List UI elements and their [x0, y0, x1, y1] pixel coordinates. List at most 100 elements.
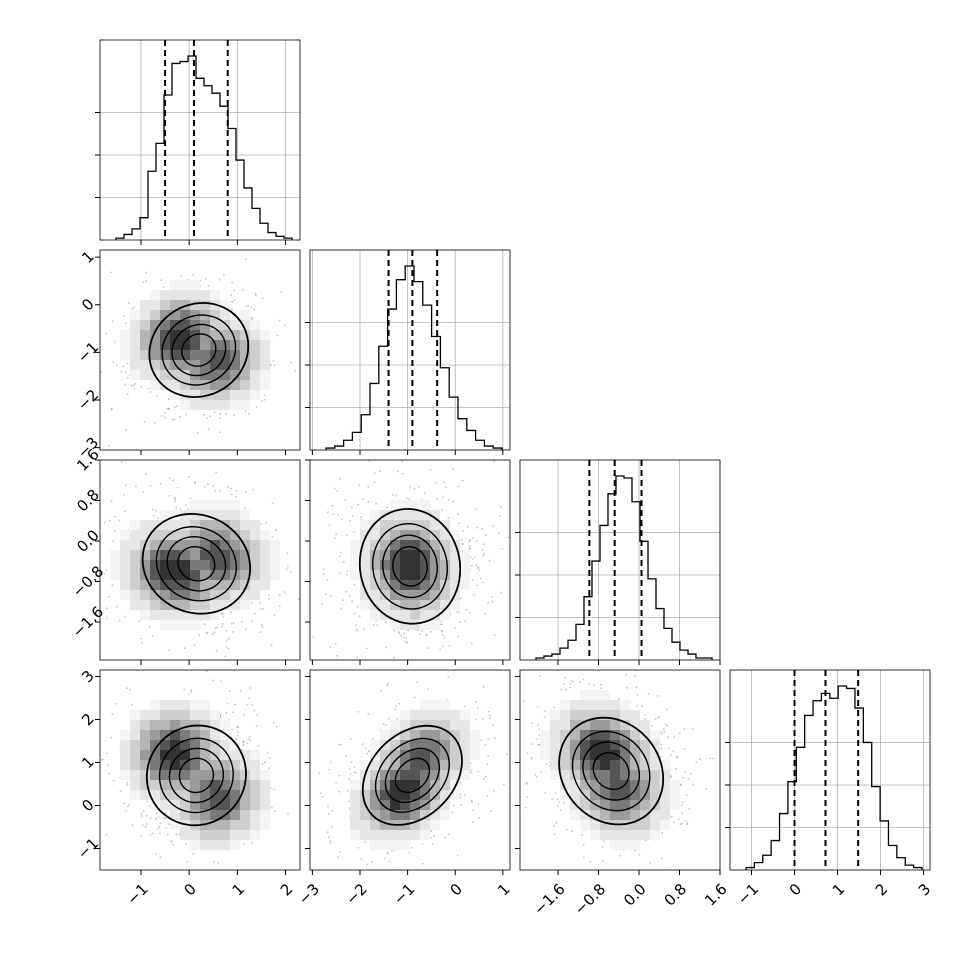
density-cell	[210, 550, 220, 560]
scatter-point	[430, 630, 432, 633]
scatter-point	[392, 494, 394, 496]
scatter-point	[230, 622, 233, 625]
scatter-point	[456, 854, 459, 857]
density-cell	[210, 330, 220, 340]
density-cell	[450, 760, 460, 770]
scatter-point	[108, 772, 110, 775]
scatter-point	[166, 408, 168, 410]
density-cell	[210, 770, 220, 780]
scatter-point	[394, 708, 396, 711]
density-cell	[200, 600, 210, 610]
density-cell	[410, 720, 420, 730]
density-cell	[420, 570, 430, 580]
scatter-point	[174, 406, 177, 408]
density-cell	[470, 750, 480, 760]
scatter-point	[442, 645, 444, 648]
scatter-point	[140, 637, 143, 640]
density-cell	[450, 770, 460, 780]
density-cell	[210, 510, 220, 520]
scatter-point	[447, 517, 450, 519]
density-cell	[390, 810, 400, 820]
scatter-point	[470, 642, 473, 645]
scatter-point	[709, 757, 712, 760]
scatter-point	[525, 783, 528, 785]
density-cell	[150, 780, 160, 790]
density-cell	[410, 730, 420, 740]
density-cell	[350, 780, 360, 790]
scatter-point	[124, 383, 127, 386]
scatter-point	[351, 515, 354, 517]
scatter-point	[105, 752, 108, 755]
scatter-point	[222, 616, 225, 618]
scatter-point	[582, 843, 585, 846]
scatter-point	[465, 608, 468, 611]
density-cell	[430, 530, 440, 540]
density-cell	[140, 520, 150, 530]
scatter-point	[530, 756, 533, 759]
density-cell	[430, 600, 440, 610]
density-cell	[390, 510, 400, 520]
density-cell	[160, 560, 170, 570]
density-cell	[170, 600, 180, 610]
density-cell	[230, 500, 240, 510]
scatter-point	[346, 574, 348, 576]
scatter-point	[528, 839, 530, 841]
density-cell	[410, 500, 420, 510]
scatter-point	[348, 800, 350, 803]
density-cell	[400, 830, 410, 840]
density-cell	[220, 400, 230, 410]
density-cell	[250, 330, 260, 340]
density-cell	[150, 350, 160, 360]
density-cell	[150, 540, 160, 550]
scatter-point	[321, 795, 324, 798]
scatter-point	[393, 629, 396, 632]
scatter-point	[486, 763, 489, 766]
density-cell	[380, 570, 390, 580]
density-cell	[180, 520, 190, 530]
density-cell	[130, 540, 140, 550]
scatter-point	[123, 615, 126, 618]
scatter-point	[346, 789, 349, 792]
density-cell	[350, 810, 360, 820]
scatter-point	[562, 802, 565, 804]
scatter-point	[329, 646, 332, 648]
scatter-point	[157, 816, 160, 818]
scatter-point	[475, 508, 478, 511]
scatter-point	[524, 806, 527, 809]
scatter-point	[341, 518, 344, 520]
scatter-point	[253, 308, 256, 311]
density-cell	[410, 530, 420, 540]
scatter-point	[244, 258, 247, 261]
density-cell	[250, 370, 260, 380]
density-cell	[210, 530, 220, 540]
density-cell	[200, 770, 210, 780]
density-cell	[180, 830, 190, 840]
density-cell	[440, 520, 450, 530]
scatter-point	[245, 661, 247, 663]
scatter-point	[397, 631, 400, 633]
scatter-point	[441, 630, 444, 633]
density-cell	[250, 350, 260, 360]
density-cell	[260, 800, 270, 810]
density-cell	[410, 780, 420, 790]
scatter-point	[113, 530, 116, 532]
scatter-point	[538, 743, 540, 746]
scatter-point	[193, 482, 196, 485]
scatter-point	[192, 853, 195, 855]
scatter-point	[230, 487, 233, 490]
scatter-point	[233, 289, 236, 292]
scatter-point	[122, 365, 125, 368]
scatter-point	[253, 709, 256, 712]
scatter-point	[322, 568, 325, 570]
scatter-point	[305, 672, 307, 674]
scatter-point	[225, 629, 228, 632]
scatter-point	[186, 861, 189, 863]
density-cell	[200, 560, 210, 570]
scatter-point	[213, 411, 216, 414]
histogram-step	[325, 265, 503, 450]
density-cell	[150, 550, 160, 560]
scatter-point	[402, 636, 405, 639]
scatter-point	[226, 456, 228, 458]
density-cell	[150, 750, 160, 760]
scatter-point	[107, 595, 110, 598]
